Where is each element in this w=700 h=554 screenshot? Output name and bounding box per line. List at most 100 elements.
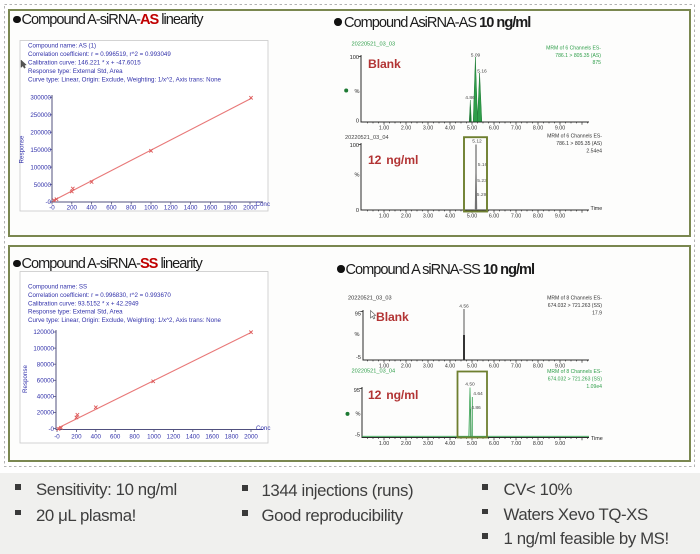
svg-text:786.1 > 805.35 (AS): 786.1 > 805.35 (AS) [556, 141, 602, 147]
svg-text:8.00: 8.00 [533, 126, 543, 132]
svg-text:1.00: 1.00 [379, 364, 389, 370]
svg-text:674.032 > 721.263 (SS): 674.032 > 721.263 (SS) [548, 377, 603, 383]
svg-text:8.00: 8.00 [533, 214, 543, 220]
svg-text:-5: -5 [356, 355, 361, 361]
svg-text:17.9: 17.9 [592, 311, 602, 317]
svg-text:Time: Time [591, 436, 603, 442]
svg-text:1.00: 1.00 [379, 126, 389, 132]
svg-text:7.00: 7.00 [511, 441, 521, 447]
svg-text:1800: 1800 [225, 434, 239, 441]
svg-text:6.00: 6.00 [489, 214, 499, 220]
svg-text:Response type: External Std, A: Response type: External Std, Area [28, 309, 123, 316]
svg-text:%: % [355, 173, 360, 179]
svg-text:4.00: 4.00 [445, 126, 455, 132]
svg-text:3.00: 3.00 [423, 441, 433, 447]
svg-text:Time: Time [591, 206, 603, 212]
svg-text:20220521_03_04: 20220521_03_04 [352, 369, 396, 375]
svg-text:1400: 1400 [186, 434, 200, 441]
svg-text:5.00: 5.00 [467, 126, 477, 132]
svg-text:7.00: 7.00 [511, 364, 521, 370]
svg-text:3.00: 3.00 [423, 364, 433, 370]
svg-text:-0: -0 [48, 426, 54, 433]
svg-text:1200: 1200 [167, 434, 181, 441]
svg-text:Compound name: SS: Compound name: SS [28, 284, 87, 291]
svg-text:4.00: 4.00 [445, 214, 455, 220]
svg-text:5.12: 5.12 [472, 139, 482, 145]
svg-text:%: % [355, 332, 360, 338]
svg-text:0: 0 [356, 208, 359, 214]
svg-text:5.23: 5.23 [477, 178, 487, 184]
svg-text:1.00: 1.00 [379, 214, 389, 220]
svg-text:Calibration curve: 93.5152 * x: Calibration curve: 93.5152 * x + 42.2949 [28, 300, 139, 307]
svg-text:80000: 80000 [37, 361, 55, 368]
svg-text:674.032 > 721.263 (SS): 674.032 > 721.263 (SS) [548, 303, 603, 309]
svg-text:8.00: 8.00 [533, 441, 543, 447]
svg-text:Calibration curve: 146.221 * x: Calibration curve: 146.221 * x + -47.601… [28, 60, 141, 67]
svg-text:5.00: 5.00 [467, 441, 477, 447]
svg-text:Response type: External Std, A: Response type: External Std, Area [28, 68, 123, 75]
svg-text:20000: 20000 [37, 410, 55, 417]
svg-text:9.00: 9.00 [555, 364, 565, 370]
svg-text:20220521_03_03: 20220521_03_03 [348, 296, 392, 302]
svg-text:Conc: Conc [256, 425, 270, 432]
svg-text:MRM of 8 Channels ES-: MRM of 8 Channels ES- [547, 369, 602, 375]
svg-text:600: 600 [106, 205, 117, 212]
svg-text:1.09e4: 1.09e4 [586, 384, 602, 390]
svg-text:-5: -5 [355, 433, 360, 439]
svg-text:1000: 1000 [144, 205, 158, 212]
svg-text:4.50: 4.50 [465, 382, 475, 388]
svg-text:9.00: 9.00 [555, 214, 565, 220]
svg-text:95: 95 [355, 312, 361, 318]
svg-text:Correlation coefficient: r = 0: Correlation coefficient: r = 0.996830, r… [28, 292, 171, 299]
svg-text:120000: 120000 [33, 329, 54, 336]
svg-text:8.00: 8.00 [533, 364, 543, 370]
svg-text:-0: -0 [45, 199, 51, 206]
svg-text:60000: 60000 [37, 378, 55, 385]
svg-text:Curve type: Linear, Origin: Ex: Curve type: Linear, Origin: Exclude, Wei… [28, 77, 222, 84]
svg-text:4.00: 4.00 [445, 364, 455, 370]
svg-text:0: 0 [356, 119, 359, 125]
svg-text:1800: 1800 [223, 205, 237, 212]
svg-text:50000: 50000 [34, 182, 52, 189]
svg-text:150000: 150000 [30, 147, 51, 154]
svg-text:%: % [356, 412, 361, 418]
svg-text:-0: -0 [49, 205, 55, 212]
svg-text:1600: 1600 [205, 434, 219, 441]
svg-text:7.00: 7.00 [511, 126, 521, 132]
svg-text:2.00: 2.00 [401, 441, 411, 447]
svg-text:Conc: Conc [256, 201, 270, 208]
svg-text:MRM of 6 Channels ES-: MRM of 6 Channels ES- [547, 134, 602, 140]
svg-text:Compound name: AS (1): Compound name: AS (1) [28, 43, 96, 50]
svg-text:2000: 2000 [243, 205, 257, 212]
svg-text:200: 200 [71, 434, 82, 441]
svg-text:Response: Response [22, 365, 29, 393]
svg-text:2.00: 2.00 [401, 214, 411, 220]
svg-text:2.54e4: 2.54e4 [586, 149, 602, 155]
svg-text:5.09: 5.09 [471, 52, 481, 58]
svg-text:Response: Response [19, 135, 26, 163]
svg-text:2.00: 2.00 [401, 364, 411, 370]
svg-text:4.86: 4.86 [471, 405, 481, 411]
svg-text:%: % [355, 89, 360, 95]
svg-text:9.00: 9.00 [555, 126, 565, 132]
svg-text:6.00: 6.00 [489, 441, 499, 447]
svg-text:800: 800 [126, 205, 137, 212]
svg-text:4.56: 4.56 [459, 304, 469, 310]
svg-text:5.29: 5.29 [477, 192, 487, 198]
svg-text:20220521_03_03: 20220521_03_03 [352, 42, 396, 48]
svg-text:800: 800 [129, 434, 140, 441]
svg-text:875: 875 [593, 60, 602, 66]
svg-text:600: 600 [110, 434, 121, 441]
svg-text:1200: 1200 [164, 205, 178, 212]
svg-text:Correlation coefficient: r = 0: Correlation coefficient: r = 0.996519, r… [28, 51, 171, 58]
svg-text:Curve type: Linear, Origin: Ex: Curve type: Linear, Origin: Exclude, Wei… [28, 317, 222, 324]
svg-text:200000: 200000 [30, 129, 51, 136]
svg-text:5.16: 5.16 [477, 68, 487, 74]
svg-text:4.86: 4.86 [465, 95, 475, 101]
svg-text:2.00: 2.00 [401, 126, 411, 132]
svg-text:3.00: 3.00 [423, 214, 433, 220]
svg-text:400: 400 [91, 434, 102, 441]
svg-text:7.00: 7.00 [511, 214, 521, 220]
svg-text:1600: 1600 [204, 205, 218, 212]
svg-text:4.00: 4.00 [445, 441, 455, 447]
